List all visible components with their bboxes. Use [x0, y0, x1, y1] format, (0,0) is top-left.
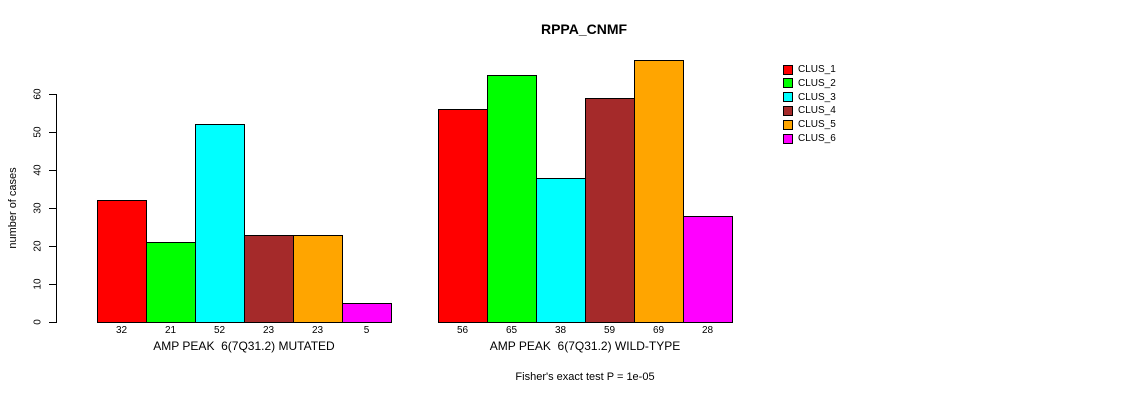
- legend-swatch-clus_4: [783, 105, 793, 116]
- y-tick-label: 0: [32, 319, 44, 325]
- legend-label: CLUS_1: [798, 64, 836, 75]
- bar-value-label: 69: [652, 325, 665, 336]
- bar-value-label: 21: [164, 325, 177, 336]
- bar-clus_6-group1: [342, 303, 392, 323]
- y-tick: [49, 132, 56, 133]
- legend-swatch-clus_3: [783, 92, 793, 103]
- legend-item: CLUS_4: [783, 105, 836, 116]
- bar-value-label: 32: [115, 325, 128, 336]
- y-axis-title: number of cases: [7, 167, 19, 249]
- bar-value-label: 65: [505, 325, 518, 336]
- bar-value-label: 5: [363, 325, 370, 336]
- legend-swatch-clus_1: [783, 64, 793, 75]
- bar-clus_4-group2: [585, 98, 635, 323]
- bar-value-label: 23: [311, 325, 324, 336]
- bar-value-label: 56: [456, 325, 469, 336]
- y-tick-label: 40: [32, 164, 44, 176]
- legend-item: CLUS_6: [783, 133, 836, 144]
- bar-clus_4-group1: [244, 235, 294, 323]
- y-tick: [49, 284, 56, 285]
- bar-value-label: 52: [213, 325, 226, 336]
- legend-label: CLUS_6: [798, 133, 836, 144]
- bar-value-label: 23: [262, 325, 275, 336]
- bar-clus_1-group2: [438, 109, 488, 323]
- y-tick-label: 60: [32, 88, 44, 100]
- legend-item: CLUS_2: [783, 78, 836, 89]
- legend-swatch-clus_5: [783, 119, 793, 130]
- legend-label: CLUS_5: [798, 119, 836, 131]
- bar-clus_3-group1: [195, 124, 245, 323]
- legend-label: CLUS_2: [798, 77, 836, 89]
- y-tick-label: 30: [32, 202, 44, 214]
- legend-label: CLUS_4: [798, 105, 836, 117]
- footer-note: Fisher's exact test P = 1e-05: [515, 371, 655, 383]
- y-tick: [49, 94, 56, 95]
- bar-clus_2-group2: [487, 75, 537, 323]
- y-tick: [49, 322, 56, 323]
- y-tick-label: 10: [32, 278, 44, 290]
- bar-clus_6-group2: [683, 216, 733, 323]
- bar-clus_1-group1: [97, 200, 147, 323]
- bar-clus_3-group2: [536, 178, 586, 323]
- y-tick-label: 20: [32, 240, 44, 252]
- group-label-wild-type: AMP PEAK 6(7Q31.2) WILD-TYPE: [489, 339, 681, 353]
- bar-clus_2-group1: [146, 242, 196, 323]
- bar-clus_5-group1: [293, 235, 343, 323]
- y-axis-line: [56, 94, 57, 323]
- y-tick: [49, 170, 56, 171]
- y-tick: [49, 246, 56, 247]
- legend-item: CLUS_5: [783, 119, 836, 130]
- legend-label: CLUS_3: [798, 91, 836, 103]
- bar-value-label: 28: [701, 325, 714, 336]
- bar-value-label: 38: [554, 325, 567, 336]
- bar-value-label: 59: [603, 325, 616, 336]
- legend-swatch-clus_6: [783, 133, 793, 144]
- y-tick-label: 50: [32, 126, 44, 138]
- group-label-mutated: AMP PEAK 6(7Q31.2) MUTATED: [153, 339, 335, 353]
- y-tick: [49, 208, 56, 209]
- legend-item: CLUS_1: [783, 64, 836, 75]
- legend-item: CLUS_3: [783, 92, 836, 103]
- legend-swatch-clus_2: [783, 78, 793, 89]
- chart-title: RPPA_CNMF: [540, 21, 628, 37]
- bar-clus_5-group2: [634, 60, 684, 323]
